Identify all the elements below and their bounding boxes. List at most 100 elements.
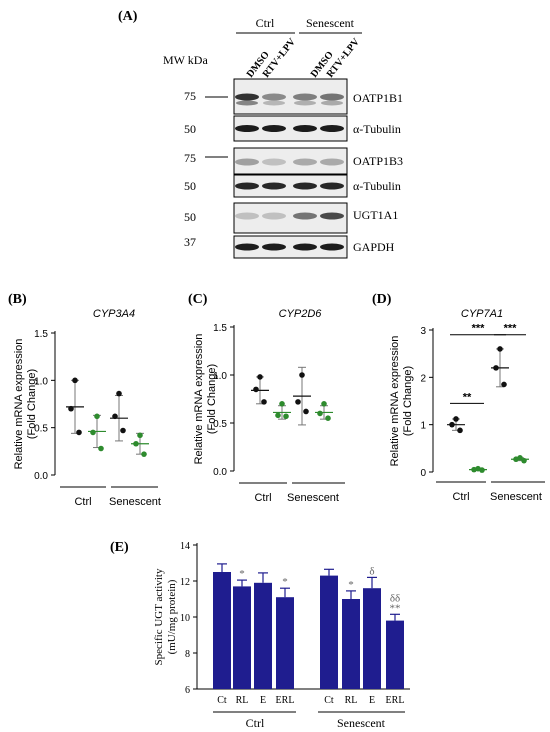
data-point [72,377,78,384]
data-point [479,467,485,473]
significance-annotation: * [282,576,288,588]
blot-protein-label: GAPDH [353,240,395,254]
blot-protein-label: α-Tubulin [353,179,401,193]
panel-b-cyp3a4-chart: (B) CYP3A4 Relative mRNA expression(Fold C… [8,292,161,508]
panel-c-cyp2d6-chart: (C) CYP2D6 Relative mRNA expression(Fold C… [188,292,345,504]
data-point [471,466,477,473]
data-point [453,416,459,422]
data-point [497,346,503,352]
data-point [279,401,285,407]
bar [233,586,251,689]
blot-band [262,93,286,101]
group-label: Senescent [109,496,161,508]
mw-marker: 50 [184,122,196,136]
y-tick-label: 12 [180,577,190,588]
group-label: Ctrl [452,491,469,503]
significance-label: ** [463,391,472,403]
panel-label: (B) [8,292,27,307]
blot-band [293,93,317,101]
blot-band [320,212,344,220]
data-point [325,415,331,422]
data-point [116,390,122,397]
data-point [299,372,305,378]
blot-band [262,212,286,220]
group-senescent-label: Senescent [306,16,355,30]
chart-title: CYP2D6 [279,308,323,320]
data-point [137,432,143,439]
mw-kda-title: MW kDa [163,53,208,67]
panel-d-cyp7a1-chart: (D) CYP7A1 Relative mRNA expression(Fold C… [372,292,545,503]
data-point [303,408,309,415]
y-tick-label: 14 [180,541,190,552]
blot-protein-label: UGT1A1 [353,208,398,222]
blot-band [235,182,259,190]
chart-title: CYP7A1 [461,308,503,320]
blot-row-alpha-tubulin-2: 50 α-Tubulin [184,174,401,198]
data-point [98,445,104,452]
data-point [283,413,289,420]
y-tick-label: 2 [420,373,426,384]
mw-marker: 75 [184,151,196,165]
blot-row-oatp1b3: 75 OATP1B3 [184,147,403,175]
data-point [112,413,118,420]
y-tick-label: 1.0 [213,371,227,382]
blot-row-ugt1a1: 50 UGT1A1 [184,202,398,234]
panel-a-western-blot: (A) MW kDa Ctrl Senescent DMSO RTV+LPV D… [118,9,403,259]
blot-band [320,93,344,101]
blot-band-lower [236,100,258,106]
panel-a-label: (A) [118,9,138,24]
significance-annotation: δδ ** [390,592,401,614]
y-axis-label: Specific UGT activity(mU/mg protein) [153,568,178,665]
blot-band-lower [263,100,285,106]
blot-band-lower [321,100,343,106]
y-tick-label: 1.5 [213,323,227,334]
data-point [275,412,281,419]
blot-band [235,243,259,251]
data-point [321,401,327,407]
y-tick-label: 0.5 [34,424,48,435]
data-point [317,410,323,417]
bar [320,575,338,689]
mw-marker: 50 [184,210,196,224]
group-label: Ctrl [254,492,271,504]
data-point [501,381,507,388]
data-point [68,405,74,412]
blot-image [233,174,348,198]
bar [213,572,231,689]
significance-label: *** [504,323,518,335]
data-point [261,399,267,405]
y-tick-label: 1.5 [34,329,48,340]
y-axis-label: Relative mRNA expression(Fold Change) [389,336,414,467]
data-point [521,457,527,464]
x-tick-label: RL [236,695,249,706]
blot-band [262,125,286,132]
data-point [513,456,519,463]
bar [276,597,294,689]
y-axis-label: Relative mRNA expression(Fold Change) [193,334,218,465]
blot-band [293,182,317,190]
y-tick-label: 3 [420,326,426,337]
blot-image [233,235,348,259]
x-tick-label: ERL [386,695,405,706]
blot-band [235,125,259,132]
data-point [133,440,139,447]
blot-band [235,212,259,220]
blot-band-lower [294,100,316,106]
y-tick-label: 1.0 [34,376,48,387]
panel-label: (C) [188,292,208,307]
data-point [493,365,499,371]
data-point [90,429,96,436]
significance-annotation: * [239,568,245,580]
data-point [457,427,463,434]
x-tick-label: Ct [217,695,227,706]
group-ctrl-label: Ctrl [256,16,275,30]
group-label: Ctrl [246,716,265,730]
data-point [94,413,100,420]
data-point [76,429,82,436]
y-tick-label: 1 [420,421,426,432]
panel-e-ugt-activity-chart: (E) Specific UGT activity(mU/mg protein) 6… [110,540,410,730]
bar [342,599,360,689]
data-point [257,374,263,380]
blot-band [320,182,344,190]
